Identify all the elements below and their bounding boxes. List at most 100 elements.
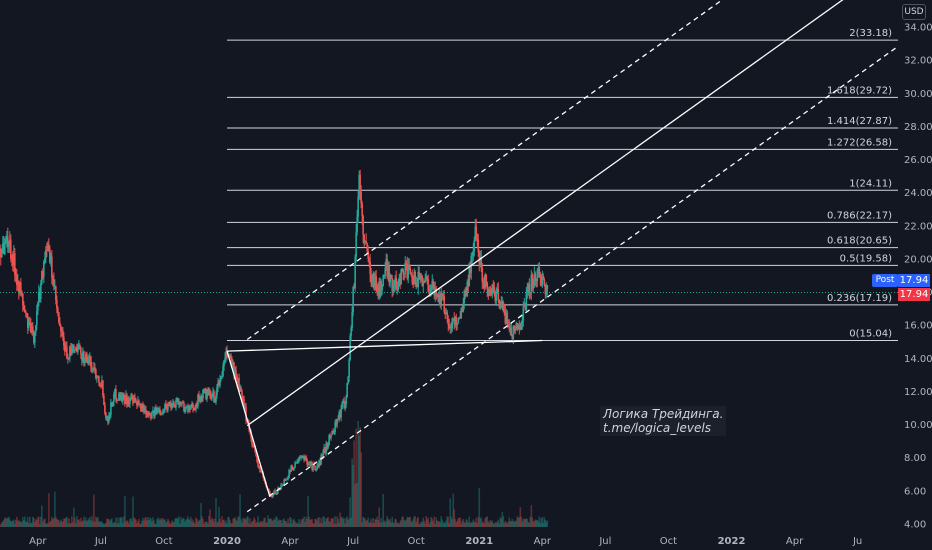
volume-bar: [479, 518, 482, 527]
candle-body: [205, 391, 207, 399]
candle-body: [463, 290, 466, 304]
candle-body: [377, 284, 379, 294]
candle-body: [336, 419, 338, 425]
volume-bar: [17, 521, 19, 527]
volume-bar: [124, 495, 126, 527]
fib-level-label: 1(24.11): [849, 178, 892, 189]
volume-bar: [97, 517, 99, 527]
candle-body: [280, 485, 282, 490]
volume-bar: [491, 520, 494, 527]
volume-bar: [94, 522, 96, 527]
candle-body: [410, 274, 413, 276]
volume-bar: [29, 516, 31, 527]
candle-body: [228, 354, 230, 356]
trend-channel[interactable]: [226, 0, 899, 513]
volume-bar: [438, 521, 441, 527]
volume-bar: [321, 523, 323, 527]
volume-bar: [356, 482, 358, 527]
candle-body: [359, 175, 361, 192]
candle-body: [166, 407, 168, 411]
candle-body: [333, 432, 335, 434]
candle-body: [371, 282, 373, 286]
volume-bar: [180, 517, 182, 527]
volume-bar: [362, 517, 364, 527]
candle-body: [241, 391, 243, 399]
volume-bar: [490, 521, 493, 527]
candle-body: [67, 357, 69, 359]
volume-bar: [47, 523, 49, 527]
candle-body: [59, 322, 61, 326]
candle-body: [255, 452, 257, 456]
volume-bar: [485, 517, 488, 527]
candle-body: [135, 399, 137, 402]
fib-level-label: 2(33.18): [849, 28, 892, 39]
candle-body: [187, 406, 189, 412]
channel-lower-line: [246, 45, 899, 513]
candle-body: [356, 216, 358, 233]
volume-bar: [417, 517, 420, 527]
candle-body: [16, 275, 18, 285]
volume-bar: [448, 523, 451, 527]
candle-body: [213, 391, 215, 403]
candle-body: [31, 326, 33, 333]
time-axis[interactable]: Apr Jul Oct 2020 Apr Jul Oct 2021 Apr Jul Oct 2022 A…: [29, 536, 862, 547]
candle-body: [502, 301, 505, 311]
volume-bar: [449, 498, 452, 527]
candle-body: [314, 466, 316, 470]
volume-bar: [295, 523, 297, 527]
candle-body: [309, 464, 311, 466]
volume-bar: [502, 516, 505, 527]
candle-body: [126, 394, 128, 405]
candle-body: [337, 419, 339, 421]
volume-bar: [481, 522, 484, 527]
candle-body: [50, 256, 52, 263]
fibonacci-levels[interactable]: 0(15.04) 0.236(17.19) 0.5(19.58) 0.618(20.6…: [227, 28, 898, 342]
volume-bar: [349, 497, 351, 527]
volume-bar: [279, 520, 281, 527]
candle-body: [96, 377, 98, 379]
candle-body: [72, 345, 74, 348]
price-axis[interactable]: 4.006.008.0010.0012.0014.0016.0018.0020.…: [904, 23, 932, 531]
volume-bar: [145, 517, 147, 527]
candle-body: [431, 281, 434, 289]
volume-bar: [447, 516, 450, 527]
candle-body: [538, 267, 541, 275]
volume-bar: [177, 518, 179, 527]
candle-body: [301, 456, 303, 458]
volume-bar: [532, 521, 535, 527]
candle-body: [70, 346, 72, 356]
candle-body: [326, 443, 328, 448]
candle-body: [259, 467, 261, 473]
candle-body: [45, 249, 47, 259]
candle-body: [78, 345, 80, 347]
volume-bar: [93, 494, 95, 527]
volume-bar: [129, 518, 131, 527]
currency-label[interactable]: USD: [902, 4, 926, 20]
volume-bar: [237, 517, 239, 527]
volume-bar: [505, 522, 508, 527]
volume-bar: [24, 516, 26, 527]
candle-body: [362, 215, 364, 235]
candle-body: [439, 295, 442, 305]
volume-bar: [215, 498, 217, 527]
candle-body: [332, 430, 334, 434]
candle-body: [484, 274, 487, 288]
candle-body: [162, 410, 164, 414]
volume-bar: [534, 519, 537, 527]
candle-body: [329, 435, 331, 438]
candle-body: [398, 277, 400, 287]
candle-body: [399, 277, 401, 284]
volume-bar: [366, 520, 368, 527]
volume-bar: [142, 517, 144, 527]
volume-bar: [294, 521, 296, 527]
volume-bar: [212, 519, 214, 527]
candle-body: [271, 495, 273, 497]
volume-bar: [243, 519, 245, 527]
candle-body: [465, 293, 468, 297]
price-tick-label: 4.00: [904, 519, 926, 530]
candle-body: [545, 284, 548, 295]
volume-bar: [330, 518, 332, 527]
candle-body: [18, 281, 20, 294]
candle-body: [386, 259, 388, 277]
